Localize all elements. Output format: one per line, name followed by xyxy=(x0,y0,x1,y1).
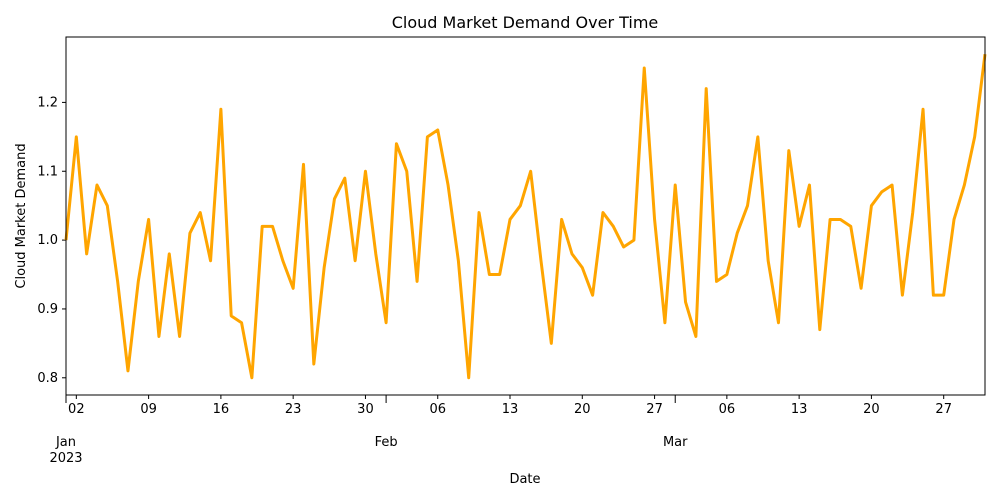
chart-title: Cloud Market Demand Over Time xyxy=(392,13,659,32)
y-axis-title: Cloud Market Demand xyxy=(14,143,29,288)
series-layer xyxy=(64,54,987,380)
x-tick-label: 23 xyxy=(285,402,302,417)
y-tick-label: 1.0 xyxy=(37,233,58,248)
y-tick-label: 1.2 xyxy=(37,95,58,110)
y-tick-label: 1.1 xyxy=(37,164,58,179)
x-month-label: Jan xyxy=(55,435,76,450)
x-tick-label: 27 xyxy=(646,402,663,417)
x-month-label: Mar xyxy=(663,435,688,450)
y-tick-label: 0.9 xyxy=(37,302,58,317)
x-year-label: 2023 xyxy=(49,451,82,466)
y-axis: 0.8 0.9 1.0 1.1 1.2 xyxy=(37,95,66,386)
x-tick-label: 02 xyxy=(68,402,85,417)
x-tick-label: 06 xyxy=(719,402,736,417)
x-month-label: Feb xyxy=(375,435,398,450)
x-tick-label: 20 xyxy=(863,402,880,417)
x-tick-label: 09 xyxy=(140,402,157,417)
x-tick-label: 30 xyxy=(357,402,374,417)
x-tick-label: 27 xyxy=(935,402,952,417)
x-axis-title: Date xyxy=(509,472,540,487)
x-tick-label: 13 xyxy=(791,402,808,417)
plot-frame xyxy=(65,36,986,396)
x-tick-label: 20 xyxy=(574,402,591,417)
x-tick-label: 16 xyxy=(213,402,230,417)
y-tick-label: 0.8 xyxy=(37,371,58,386)
x-tick-label: 06 xyxy=(429,402,446,417)
x-tick-label: 13 xyxy=(502,402,519,417)
demand-series-line xyxy=(64,54,987,380)
